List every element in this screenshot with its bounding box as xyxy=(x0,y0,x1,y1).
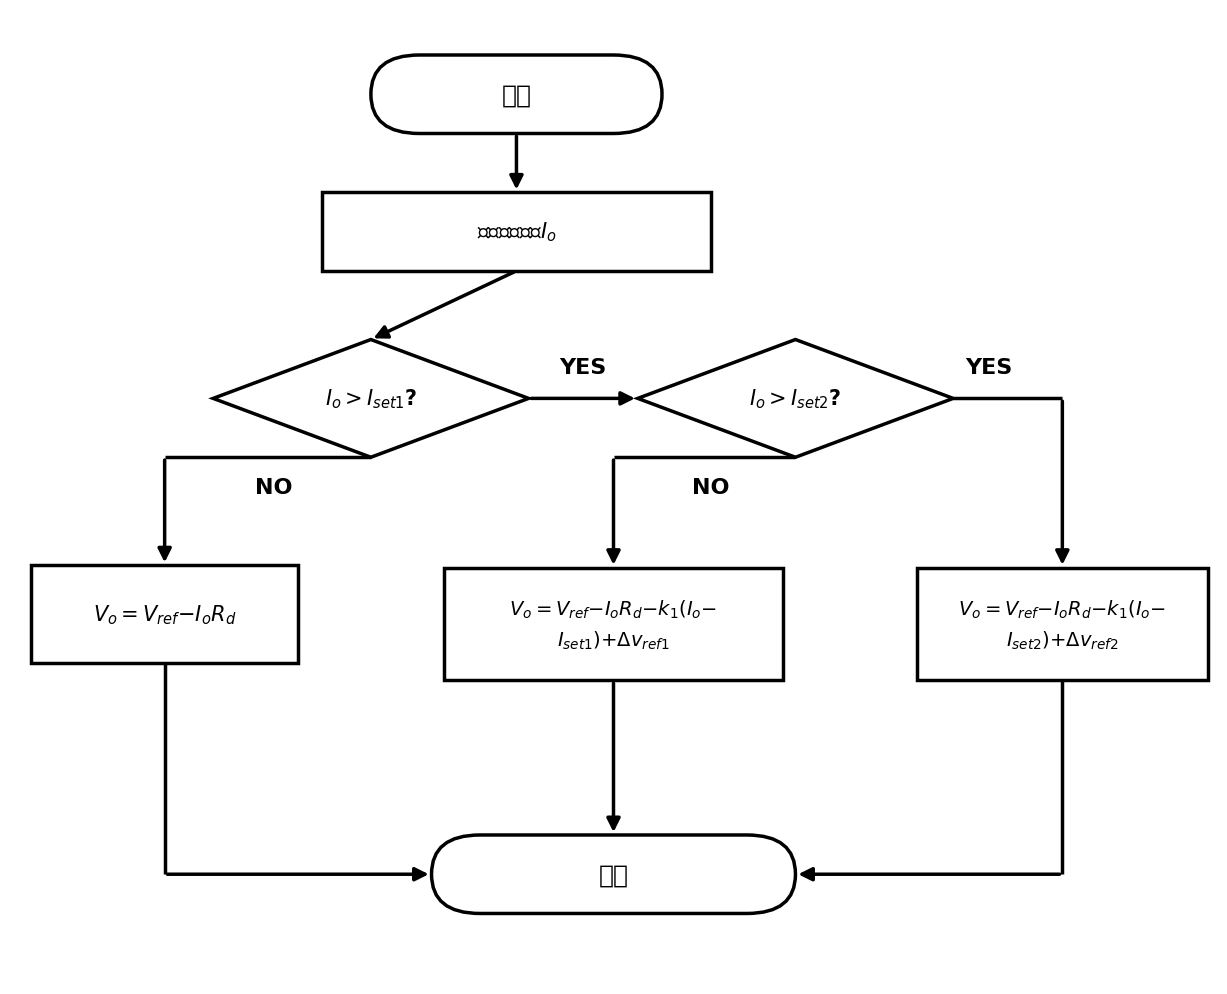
Text: NO: NO xyxy=(692,477,729,497)
Text: 开始: 开始 xyxy=(502,83,531,107)
Text: YES: YES xyxy=(966,358,1012,378)
Text: YES: YES xyxy=(560,358,607,378)
FancyBboxPatch shape xyxy=(432,835,795,913)
Text: 检测输出电流$\mathit{I_o}$: 检测输出电流$\mathit{I_o}$ xyxy=(477,221,556,245)
Text: NO: NO xyxy=(255,477,292,497)
Text: $\mathit{I_o}$$>$$\mathit{I_{set1}}$?: $\mathit{I_o}$$>$$\mathit{I_{set1}}$? xyxy=(325,388,417,411)
FancyBboxPatch shape xyxy=(371,56,663,134)
Bar xyxy=(917,568,1207,681)
Text: $\mathit{V_o}$$=$$\mathit{V_{ref}}$$-$$\mathit{I_oR_d}$$-$$\mathit{k_1}$$($$\mat: $\mathit{V_o}$$=$$\mathit{V_{ref}}$$-$$\… xyxy=(958,598,1167,651)
Bar xyxy=(323,193,710,271)
Text: $\mathit{V_o}$$=$$\mathit{V_{ref}}$$-$$\mathit{I_oR_d}$: $\mathit{V_o}$$=$$\mathit{V_{ref}}$$-$$\… xyxy=(93,602,237,626)
Text: $\mathit{V_o}$$=$$\mathit{V_{ref}}$$-$$\mathit{I_oR_d}$$-$$\mathit{k_1}$$($$\mat: $\mathit{V_o}$$=$$\mathit{V_{ref}}$$-$$\… xyxy=(509,598,718,651)
Polygon shape xyxy=(638,340,953,458)
Bar xyxy=(444,568,783,681)
Text: 返回: 返回 xyxy=(599,863,628,887)
Polygon shape xyxy=(213,340,529,458)
Text: $\mathit{I_o}$$>$$\mathit{I_{set2}}$?: $\mathit{I_o}$$>$$\mathit{I_{set2}}$? xyxy=(750,388,842,411)
Bar xyxy=(31,566,298,664)
